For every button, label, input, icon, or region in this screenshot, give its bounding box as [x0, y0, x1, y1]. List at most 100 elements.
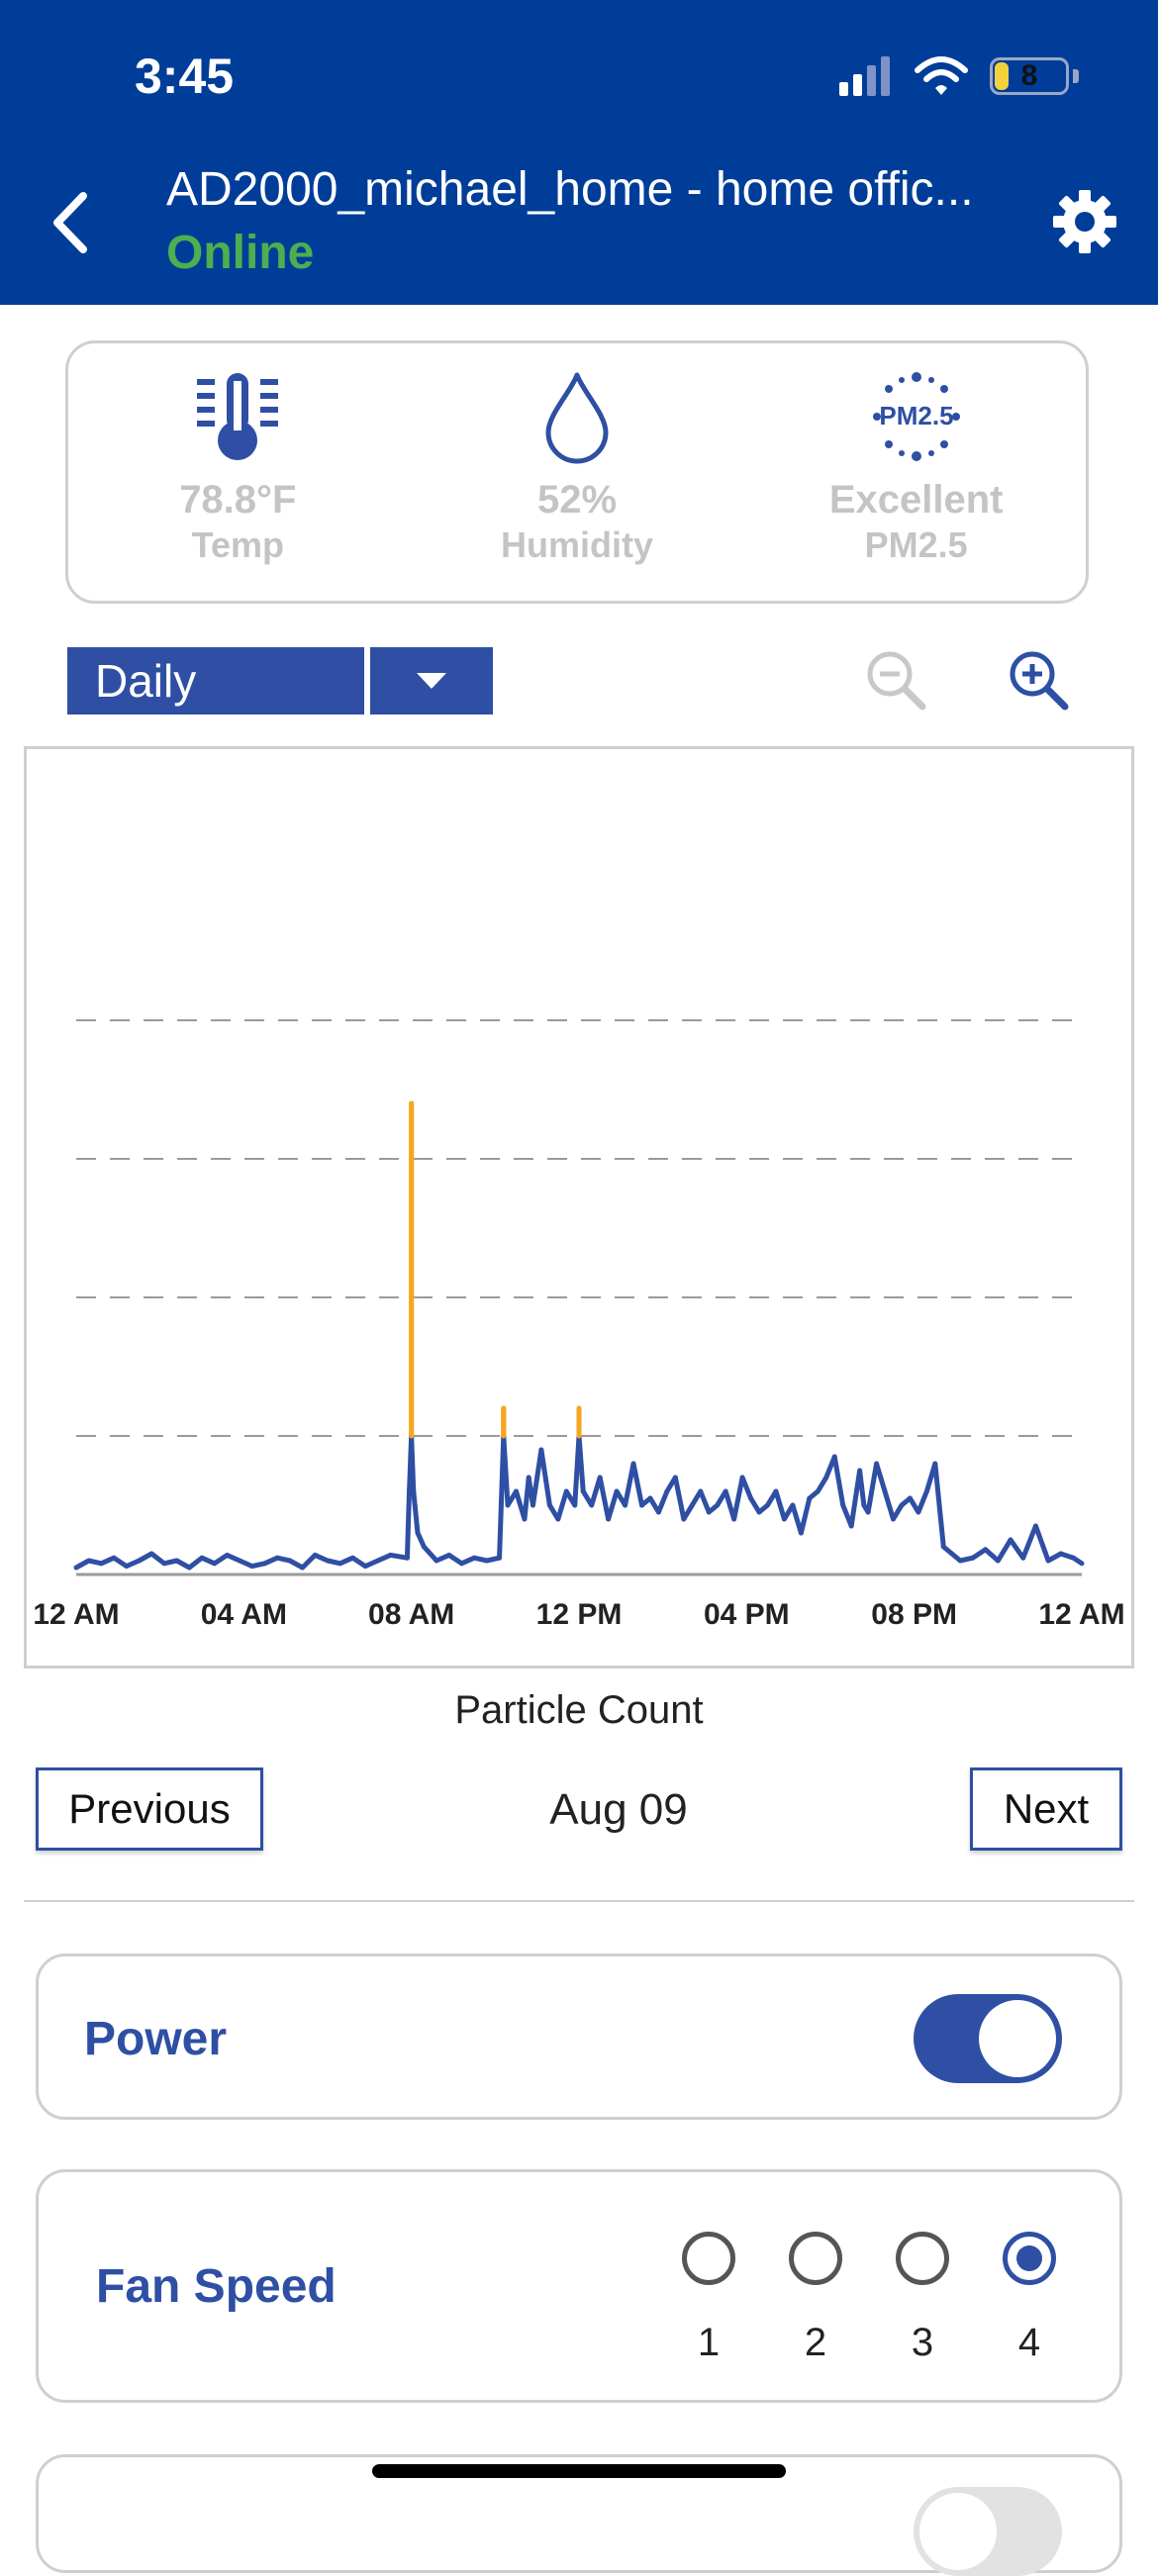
particle-line-segment [349, 1555, 368, 1570]
particle-line-segment [798, 1495, 813, 1536]
fan-speed-label: Fan Speed [96, 2260, 337, 2313]
connection-status: Online [166, 227, 315, 279]
x-tick-label: 08 AM [368, 1598, 454, 1631]
particle-line-segment [995, 1537, 1013, 1564]
fan-speed-option-label: 2 [804, 2321, 827, 2364]
temperature-value: 78.8°F [179, 478, 297, 522]
particle-line-segment [630, 1461, 644, 1508]
droplet-icon [545, 372, 609, 464]
particle-line-segment [773, 1488, 787, 1522]
particle-line-segment [739, 1475, 754, 1501]
fan-speed-radio-3[interactable] [896, 2232, 949, 2285]
particle-line-segment [538, 1447, 552, 1508]
thermometer-icon [197, 373, 279, 460]
fan-speed-radio-1[interactable] [682, 2232, 735, 2285]
zoom-out-button[interactable] [863, 647, 928, 713]
particle-line-segment [815, 1475, 829, 1494]
particle-line-segment [597, 1475, 612, 1522]
particle-line-segment [606, 1488, 620, 1522]
particle-line-segment [148, 1551, 167, 1567]
particle-line-segment [970, 1547, 989, 1561]
particle-line-segment [848, 1468, 863, 1529]
humidity-sensor: 52% Humidity [408, 343, 747, 601]
x-tick-label: 12 AM [1038, 1598, 1124, 1631]
fan-speed-radio-2[interactable] [789, 2232, 842, 2285]
device-title: AD2000_michael_home - home offic... [166, 163, 974, 216]
particle-line-segment [882, 1488, 896, 1522]
particle-line-segment [576, 1433, 586, 1494]
settings-button[interactable] [1049, 186, 1120, 257]
x-tick-label: 04 AM [201, 1598, 287, 1631]
back-button[interactable] [40, 188, 99, 257]
fan-speed-card: Fan Speed 1 2 3 4 [36, 2169, 1122, 2403]
particle-line-segment [681, 1502, 695, 1522]
divider [24, 1900, 1134, 1902]
particle-line-segment [300, 1552, 318, 1571]
pm25-label: PM2.5 [864, 525, 968, 565]
status-time: 3:45 [135, 48, 235, 104]
particle-line-segment [831, 1454, 846, 1508]
particle-line-segment [672, 1475, 687, 1522]
pm25-icon: PM2.5 [872, 372, 960, 461]
particle-line-segment [891, 1502, 905, 1522]
particle-line-segment [655, 1488, 670, 1515]
particle-line-segment [623, 1461, 636, 1508]
particle-line-segment [698, 1488, 712, 1515]
current-date: Aug 09 [549, 1785, 688, 1834]
pm25-sensor: PM2.5 Excellent PM2.5 [746, 343, 1086, 601]
power-toggle[interactable] [914, 1994, 1062, 2083]
particle-line-segment [530, 1447, 544, 1508]
humidity-value: 52% [536, 478, 618, 522]
particle-line-segment [1020, 1523, 1038, 1561]
fan-speed-option-label: 1 [697, 2321, 721, 2364]
chart-title: Particle Count [454, 1688, 704, 1732]
humidity-label: Humidity [501, 525, 654, 565]
particle-line-segment [212, 1552, 230, 1567]
range-dropdown-button[interactable] [370, 647, 493, 715]
x-tick-label: 08 PM [871, 1598, 957, 1631]
power-label: Power [84, 2013, 228, 2065]
app-header: 3:45 8 AD2000_michael_home - home offic.… [0, 0, 1158, 305]
particle-chart: 12 AM 04 AM 08 AM 12 PM 04 PM 08 PM 12 AM [24, 746, 1134, 1669]
battery-icon: 8 [990, 57, 1069, 95]
particle-line-segment [932, 1461, 946, 1550]
particle-line-segment [446, 1552, 464, 1567]
range-select[interactable]: Daily [67, 647, 364, 715]
particle-line-segment [415, 1530, 427, 1550]
pm25-icon-text: PM2.5 [879, 401, 953, 430]
next-button[interactable]: Next [970, 1767, 1122, 1851]
fan-speed-radio-4[interactable] [1003, 2232, 1056, 2285]
particle-line-segment [731, 1475, 745, 1522]
previous-button[interactable]: Previous [36, 1767, 263, 1851]
wifi-icon [915, 56, 968, 95]
particle-line-segment [916, 1488, 929, 1515]
zoom-out-icon [867, 651, 926, 711]
gear-icon [1053, 190, 1116, 253]
x-tick-label: 12 PM [536, 1598, 623, 1631]
battery-level: 8 [1020, 59, 1038, 92]
particle-line-segment [874, 1461, 888, 1494]
cellular-signal-icon [839, 56, 890, 96]
particle-line-segment [865, 1461, 880, 1515]
x-tick-label: 04 PM [704, 1598, 790, 1631]
status-icons: 8 [839, 51, 1079, 101]
particle-line-segment [186, 1555, 205, 1571]
setting-toggle[interactable] [914, 2487, 1062, 2576]
home-indicator [372, 2464, 786, 2478]
chevron-left-icon [53, 192, 87, 253]
zoom-in-icon [1010, 651, 1069, 711]
fan-speed-option-label: 4 [1017, 2321, 1041, 2364]
temperature-sensor: 78.8°F Temp [68, 343, 408, 601]
particle-line-segment [1008, 1537, 1026, 1561]
particle-line-segment [409, 1433, 417, 1494]
x-tick-label: 12 AM [33, 1598, 119, 1631]
particle-line-segment [748, 1495, 762, 1515]
particle-line-segment [1071, 1555, 1085, 1567]
particle-chart-svg: 12 AM 04 AM 08 AM 12 PM 04 PM 08 PM 12 AM [33, 1019, 1125, 1631]
caret-down-icon [417, 673, 446, 689]
temperature-label: Temp [191, 525, 284, 565]
pm25-value: Excellent [828, 478, 1004, 522]
zoom-in-button[interactable] [1006, 647, 1071, 713]
particle-line-segment [1032, 1523, 1051, 1564]
particle-line-segment [857, 1468, 867, 1508]
